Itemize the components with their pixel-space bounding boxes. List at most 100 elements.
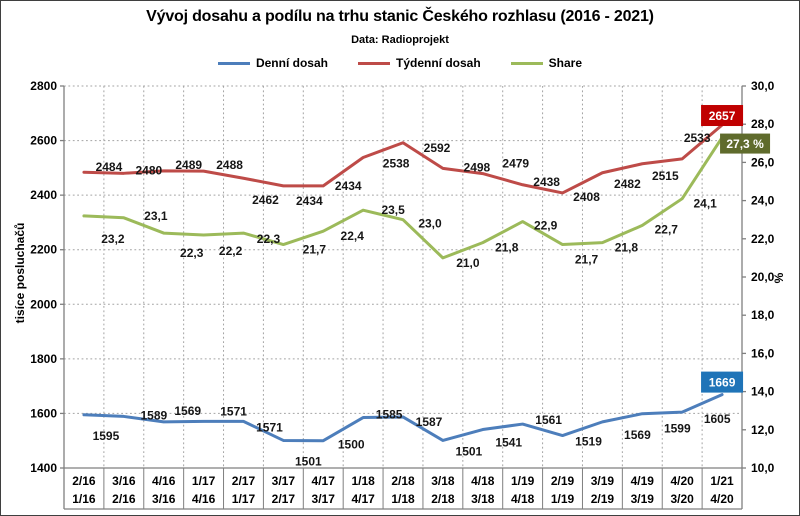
svg-text:2/18: 2/18 <box>431 492 455 506</box>
svg-text:2600: 2600 <box>30 134 57 148</box>
svg-text:1569: 1569 <box>174 404 201 418</box>
svg-text:22,3: 22,3 <box>257 232 281 246</box>
svg-text:1/21: 1/21 <box>710 474 734 488</box>
svg-text:1600: 1600 <box>30 406 57 420</box>
svg-text:2488: 2488 <box>216 158 243 172</box>
series-line-tydenni-dosah <box>82 123 724 195</box>
svg-text:22,4: 22,4 <box>341 229 365 243</box>
svg-text:2480: 2480 <box>135 163 162 177</box>
svg-text:2/19: 2/19 <box>591 492 615 506</box>
svg-text:1561: 1561 <box>535 413 562 427</box>
svg-text:22,9: 22,9 <box>534 219 558 233</box>
svg-text:22,3: 22,3 <box>180 246 204 260</box>
svg-text:4/16: 4/16 <box>152 474 176 488</box>
svg-text:2479: 2479 <box>502 157 529 171</box>
legend-item-tydenni-dosah: Týdenní dosah <box>357 56 481 70</box>
svg-text:3/17: 3/17 <box>312 492 336 506</box>
svg-text:1571: 1571 <box>256 420 283 434</box>
svg-text:22,2: 22,2 <box>219 244 243 258</box>
svg-text:4/18: 4/18 <box>511 492 535 506</box>
svg-text:1501: 1501 <box>456 444 483 458</box>
svg-text:1/18: 1/18 <box>391 492 415 506</box>
line-swatch-icon <box>217 61 250 65</box>
svg-text:2538: 2538 <box>383 156 410 170</box>
svg-text:2434: 2434 <box>335 179 362 193</box>
svg-text:4/18: 4/18 <box>471 474 495 488</box>
x-axis-table: 2/16 3/16 4/16 1/17 2/17 3/17 4/17 1/18 2/18 3/18… <box>64 467 742 510</box>
svg-text:4/17: 4/17 <box>351 492 375 506</box>
svg-text:2000: 2000 <box>30 297 57 311</box>
svg-text:2/16: 2/16 <box>112 492 136 506</box>
svg-text:1/19: 1/19 <box>551 492 575 506</box>
series-line-share <box>82 136 724 260</box>
svg-text:2/16: 2/16 <box>72 474 96 488</box>
svg-text:21,0: 21,0 <box>456 256 480 270</box>
svg-text:14,0: 14,0 <box>751 385 775 399</box>
svg-text:2482: 2482 <box>614 177 641 191</box>
svg-text:16,0: 16,0 <box>751 346 775 360</box>
end-box-denni-dosah: 1669 <box>701 371 744 393</box>
svg-text:23,5: 23,5 <box>381 203 405 217</box>
svg-text:2462: 2462 <box>252 193 279 207</box>
line-swatch-icon <box>510 61 543 65</box>
end-box-tydenni-dosah: 2657 <box>701 105 744 127</box>
svg-text:23,1: 23,1 <box>144 209 168 223</box>
legend-item-share: Share <box>510 56 583 70</box>
svg-text:1/17: 1/17 <box>192 474 216 488</box>
svg-text:4/19: 4/19 <box>631 474 655 488</box>
svg-text:2515: 2515 <box>652 169 679 183</box>
series-labels-denni-dosah: 1595 1589 1569 1571 1571 1501 1500 1585 1587 1501… <box>93 404 731 469</box>
svg-text:1500: 1500 <box>338 438 365 452</box>
svg-text:22,0: 22,0 <box>751 232 775 246</box>
svg-text:1585: 1585 <box>376 408 403 422</box>
svg-text:2498: 2498 <box>464 160 491 174</box>
svg-text:4/20: 4/20 <box>710 492 734 506</box>
svg-text:1/18: 1/18 <box>351 474 375 488</box>
legend-label: Share <box>548 56 583 70</box>
svg-text:24,0: 24,0 <box>751 194 775 208</box>
svg-text:1605: 1605 <box>704 412 731 426</box>
series-labels-share: 23,2 23,1 22,3 22,2 22,3 21,7 22,4 23,5 23,0 21,0… <box>101 197 717 270</box>
svg-text:2484: 2484 <box>96 160 123 174</box>
svg-text:2438: 2438 <box>533 175 560 189</box>
svg-text:2400: 2400 <box>30 188 57 202</box>
svg-text:2533: 2533 <box>684 131 711 145</box>
svg-text:1/16: 1/16 <box>72 492 96 506</box>
svg-text:1595: 1595 <box>93 429 120 443</box>
line-swatch-icon <box>357 61 390 65</box>
chart-title: Vývoj dosahu a podílu na trhu stanic Čes… <box>146 8 654 25</box>
svg-text:18,0: 18,0 <box>751 308 775 322</box>
series-line-denni-dosah <box>82 393 724 443</box>
svg-text:12,0: 12,0 <box>751 423 775 437</box>
legend-label: Týdenní dosah <box>395 56 481 70</box>
svg-text:4/17: 4/17 <box>312 474 336 488</box>
svg-text:2/17: 2/17 <box>232 474 256 488</box>
svg-text:3/16: 3/16 <box>112 474 136 488</box>
svg-text:1541: 1541 <box>495 436 522 450</box>
svg-text:4/16: 4/16 <box>192 492 216 506</box>
svg-text:2/18: 2/18 <box>391 474 415 488</box>
svg-text:21,8: 21,8 <box>615 241 639 255</box>
svg-text:1587: 1587 <box>416 415 443 429</box>
svg-text:1569: 1569 <box>624 428 651 442</box>
svg-text:2800: 2800 <box>30 79 57 93</box>
svg-text:24,1: 24,1 <box>693 197 717 211</box>
svg-text:27,3 %: 27,3 % <box>726 137 764 151</box>
legend: Denní dosah Týdenní dosah Share <box>1 56 799 70</box>
svg-text:3/18: 3/18 <box>471 492 495 506</box>
svg-text:21,8: 21,8 <box>495 241 519 255</box>
right-axis: 10,0 12,0 14,0 16,0 18,0 20,0 22,0 24,0 26,0 28,0… <box>741 79 775 509</box>
svg-text:21,7: 21,7 <box>303 243 327 257</box>
svg-text:4/20: 4/20 <box>670 474 694 488</box>
legend-label: Denní dosah <box>255 56 328 70</box>
svg-text:22,7: 22,7 <box>655 222 679 236</box>
svg-text:1599: 1599 <box>664 422 691 436</box>
svg-text:10,0: 10,0 <box>751 461 775 475</box>
svg-text:3/17: 3/17 <box>272 474 296 488</box>
svg-text:28,0: 28,0 <box>751 117 775 131</box>
v-gridlines <box>103 86 703 468</box>
svg-text:1/19: 1/19 <box>511 474 535 488</box>
svg-text:1800: 1800 <box>30 352 57 366</box>
